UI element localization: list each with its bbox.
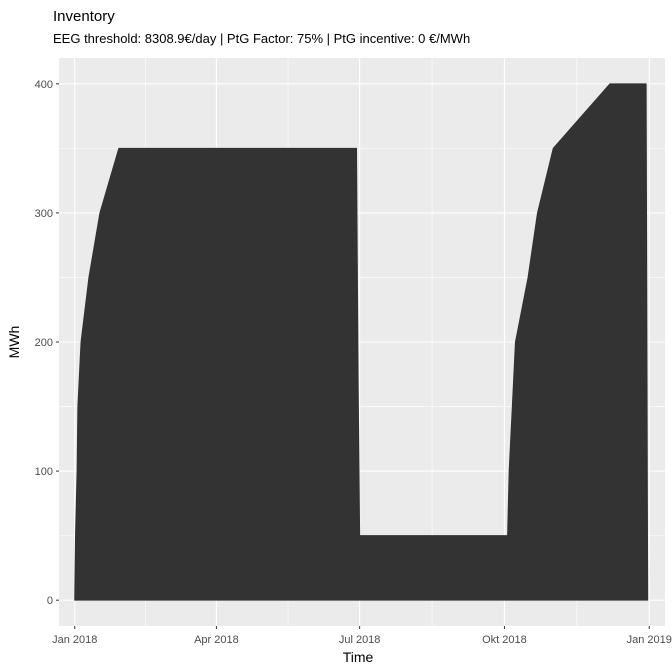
x-tick-label: Apr 2018 bbox=[194, 634, 239, 646]
y-tick-label: 200 bbox=[35, 337, 53, 349]
x-axis-title: Time bbox=[343, 649, 374, 665]
x-tick-label: Okt 2018 bbox=[482, 634, 527, 646]
y-axis-title: MWh bbox=[6, 326, 22, 359]
y-tick-label: 100 bbox=[35, 466, 53, 478]
y-tick-label: 300 bbox=[35, 208, 53, 220]
y-tick-label: 400 bbox=[35, 79, 53, 91]
y-tick-label: 0 bbox=[47, 595, 53, 607]
x-axis: Jan 2018 Apr 2018 Jul 2018 Okt 2018 Jan 2019 bbox=[52, 626, 672, 646]
chart-title: Inventory bbox=[53, 8, 115, 25]
x-tick-label: Jul 2018 bbox=[339, 634, 381, 646]
chart-subtitle: EEG threshold: 8308.9€/day | PtG Factor:… bbox=[53, 31, 470, 46]
series-layer bbox=[74, 83, 649, 601]
y-axis: 0 100 200 300 400 bbox=[35, 79, 59, 607]
x-tick-label: Jan 2018 bbox=[52, 634, 97, 646]
x-tick-label: Jan 2019 bbox=[627, 634, 672, 646]
series-area-0 bbox=[74, 83, 649, 601]
